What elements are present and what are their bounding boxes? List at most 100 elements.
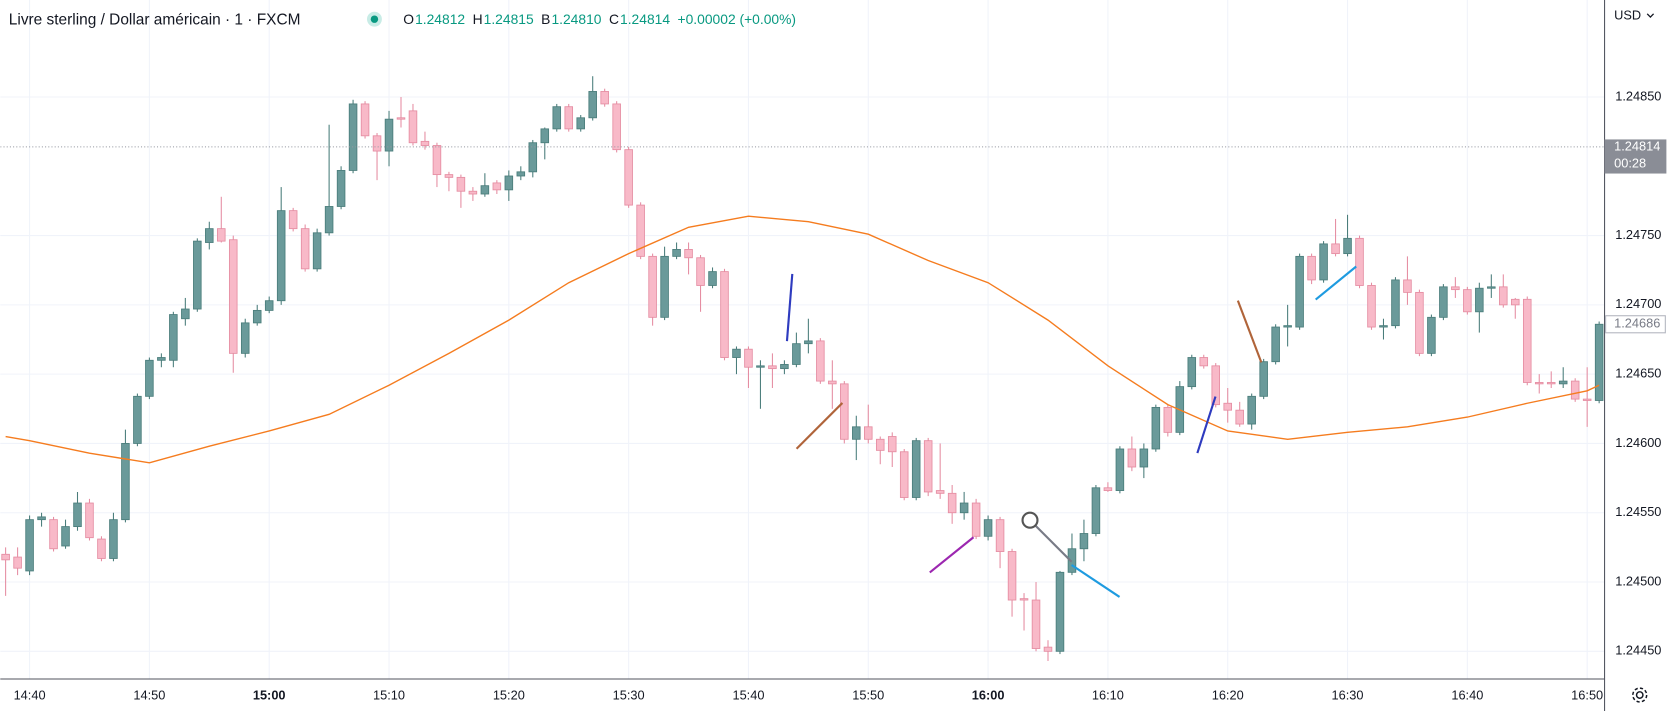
candle-body [408, 110, 418, 144]
candle-body [109, 519, 118, 559]
candle-body [1055, 571, 1065, 652]
candle-body [995, 519, 1005, 552]
candle-body [1, 553, 10, 561]
trend-line[interactable] [1070, 564, 1121, 598]
candle-body [1570, 380, 1580, 400]
candle-body [1499, 286, 1508, 306]
candle-body [480, 185, 490, 195]
candle-body [552, 106, 562, 130]
settings-icon[interactable] [1632, 687, 1648, 703]
price-axis[interactable] [1604, 0, 1672, 711]
currency[interactable]: USD [1614, 7, 1641, 22]
candle-body [1558, 380, 1568, 385]
candle-body [205, 228, 214, 243]
candle-body [169, 314, 178, 361]
candle-body [780, 364, 789, 370]
x-tick-label: 15:30 [613, 687, 645, 702]
trend-line[interactable] [1196, 396, 1217, 454]
x-tick-label: 16:30 [1332, 687, 1364, 702]
status-dot [370, 15, 379, 23]
x-tick-label: 14:40 [14, 687, 46, 702]
anchor-handle[interactable] [1021, 511, 1039, 529]
last-price-box [1604, 139, 1667, 174]
candle-body [1511, 298, 1520, 306]
candle-body [264, 300, 274, 311]
candle-body [708, 271, 717, 286]
candle-body [600, 91, 609, 105]
plot-area [0, 76, 1605, 662]
y-tick-label: 1.24750 [1615, 227, 1661, 242]
legend-value: 1.24814 [620, 11, 670, 27]
time-axis[interactable] [0, 679, 1605, 711]
x-tick-label: 14:50 [133, 687, 165, 702]
trend-line[interactable] [1236, 300, 1263, 363]
candle-body [588, 91, 597, 119]
candle-body [696, 257, 705, 286]
candle-body [85, 502, 94, 539]
legend-value: 1.24812 [415, 11, 465, 27]
candle-body [1307, 255, 1316, 281]
candle-body [720, 271, 729, 358]
candle-body [372, 135, 382, 152]
candle-body [1187, 357, 1197, 388]
trend-line[interactable] [929, 536, 975, 574]
y-tick-label: 1.24850 [1615, 88, 1661, 103]
last-price-label: 1.24814 [1614, 138, 1660, 153]
close-box [1605, 315, 1666, 334]
candle-body [947, 492, 957, 514]
candle-body [528, 142, 538, 173]
trend-line[interactable] [1315, 265, 1357, 301]
candle-body [852, 426, 861, 440]
x-tick-label: 15:50 [852, 687, 884, 702]
candle-body [336, 170, 346, 207]
candle-body [456, 176, 466, 192]
legend: Livre sterling / Dollar américain · 1 · … [9, 11, 796, 28]
candle-body [1463, 289, 1472, 313]
legend-key: B [541, 11, 550, 27]
x-tick-label: 15:40 [732, 687, 764, 702]
candle-body [864, 426, 873, 440]
candle-body [516, 171, 526, 177]
symbol-title: Livre sterling / Dollar américain · 1 · … [9, 11, 301, 28]
candle-body [1594, 323, 1604, 401]
x-tick-label: 16:10 [1092, 687, 1124, 702]
trend-line[interactable] [795, 402, 844, 450]
candle-body [1067, 548, 1077, 573]
x-tick-label: 15:10 [373, 687, 405, 702]
candle-body [1319, 243, 1328, 281]
candle-body [348, 103, 358, 171]
currency-caret [1646, 13, 1655, 18]
candle-body [1091, 487, 1101, 534]
candle-body [1475, 287, 1484, 313]
candle-body [49, 519, 58, 550]
candle-body [911, 440, 921, 498]
candle-body [899, 451, 909, 498]
candle-body [1403, 279, 1412, 293]
trend-line[interactable] [1034, 524, 1073, 563]
candle-body [1127, 448, 1137, 468]
candle-body [13, 556, 22, 569]
candle-body [1283, 325, 1292, 328]
candle-body [1103, 487, 1113, 491]
candle-body [133, 395, 142, 444]
trend-line[interactable] [785, 273, 794, 342]
candle-body [1534, 382, 1544, 385]
candle-body [576, 117, 585, 130]
candle-body [468, 190, 478, 195]
legend-key: O [403, 11, 414, 27]
candle-body [1235, 409, 1244, 425]
candle-body [1379, 325, 1388, 328]
candle-body [181, 308, 190, 320]
candle-body [1367, 285, 1376, 328]
y-tick-label: 1.24700 [1615, 296, 1661, 311]
candle-body [1223, 402, 1232, 411]
candle-body [768, 365, 777, 370]
legend-key: C [609, 11, 619, 27]
candle-body [288, 210, 298, 230]
candle-body [384, 118, 394, 152]
candle-body [1415, 291, 1424, 354]
candle-body [804, 340, 813, 345]
x-tick-label: 15:00 [253, 687, 286, 702]
